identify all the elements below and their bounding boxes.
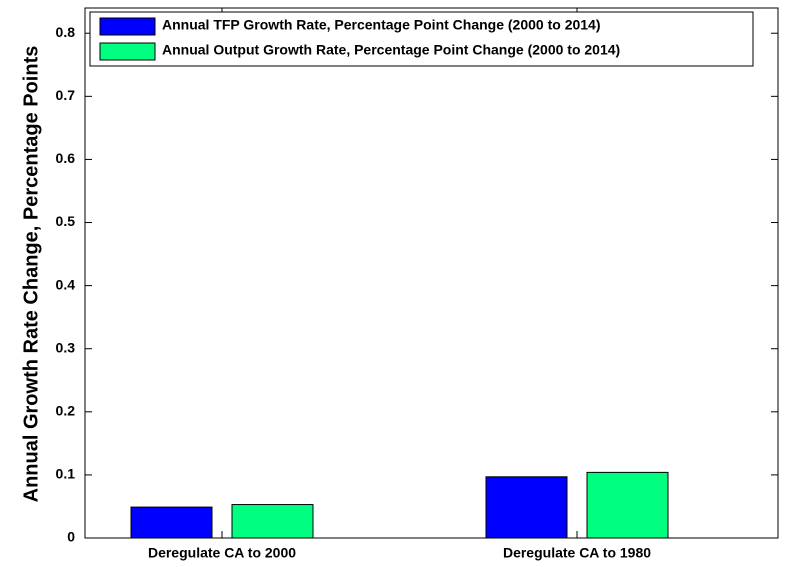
legend-box [89, 11, 754, 67]
bar [231, 504, 314, 539]
legend-label: Annual TFP Growth Rate, Percentage Point… [162, 17, 601, 33]
y-tick-label: 0.3 [56, 339, 76, 355]
y-tick-label: 0.7 [56, 87, 76, 103]
y-axis-label: Annual Growth Rate Change, Percentage Po… [20, 46, 42, 503]
legend-swatch [99, 17, 156, 36]
y-tick-label: 0.4 [56, 276, 76, 292]
y-tick-label: 0.2 [56, 403, 76, 419]
x-tick-label: Deregulate CA to 2000 [148, 545, 296, 561]
bar [130, 506, 213, 539]
y-tick-label: 0.6 [56, 150, 76, 166]
y-tick-label: 0 [67, 529, 75, 545]
bar [586, 471, 669, 539]
plot-area [84, 7, 779, 539]
y-tick-label: 0.8 [56, 24, 76, 40]
x-tick-label: Deregulate CA to 1980 [503, 545, 651, 561]
y-tick-label: 0.5 [56, 213, 76, 229]
bar [485, 476, 568, 539]
legend-label: Annual Output Growth Rate, Percentage Po… [162, 42, 620, 58]
legend-swatch [99, 42, 156, 61]
y-tick-label: 0.1 [56, 466, 76, 482]
